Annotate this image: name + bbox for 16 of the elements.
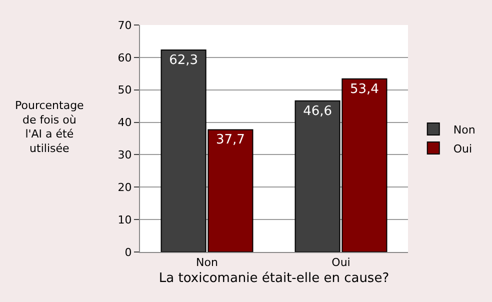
data-label: 53,4 <box>350 82 379 97</box>
data-label: 62,3 <box>169 52 198 68</box>
y-tick-label: 30 <box>118 148 132 162</box>
x-axis-title: La toxicomanie était-elle en cause? <box>158 270 390 286</box>
y-tick-label: 70 <box>118 18 132 32</box>
y-tick-label: 40 <box>118 116 132 130</box>
y-tick-label: 60 <box>118 51 132 64</box>
y-tick-label: 0 <box>124 246 132 259</box>
data-label: 37,7 <box>216 132 245 148</box>
data-label: 46,6 <box>303 104 332 119</box>
y-tick-label: 10 <box>118 213 132 226</box>
y-axis-title: Pourcentage de fois où l'AI a été utilisée <box>15 99 84 155</box>
y-tick-label: 50 <box>118 84 132 97</box>
legend-label: Oui <box>453 142 472 156</box>
legend-label: Non <box>453 123 476 136</box>
y-tick-label: 20 <box>118 180 132 194</box>
